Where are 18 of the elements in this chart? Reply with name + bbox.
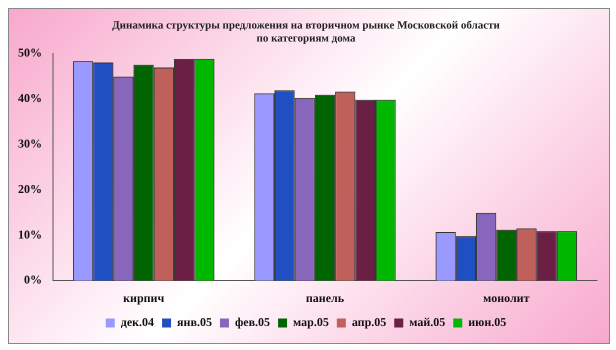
y-tick-label: 0% bbox=[24, 272, 42, 287]
legend-label: май.05 bbox=[409, 315, 446, 330]
chart-subtitle: по категориям дома bbox=[256, 32, 356, 45]
legend-label: мар.05 bbox=[293, 315, 329, 330]
y-tick-label: 40% bbox=[18, 90, 42, 105]
x-tick-label: монолит bbox=[483, 290, 530, 305]
y-tick-label: 10% bbox=[18, 227, 42, 242]
legend-label: июн.05 bbox=[468, 315, 506, 330]
legend-label: дек.04 bbox=[120, 315, 154, 330]
y-tick-label: 20% bbox=[18, 182, 42, 196]
x-tick-label: панель bbox=[306, 290, 345, 305]
chart-title: Динамика структуры предложения на вторичном рынке Московской области bbox=[112, 19, 501, 32]
legend-label: янв.05 bbox=[177, 315, 212, 330]
legend-label: фев.05 bbox=[234, 315, 270, 330]
x-tick-label: кирпич bbox=[123, 290, 164, 305]
legend-label: апр.05 bbox=[352, 315, 386, 330]
y-tick-label: 50% bbox=[18, 45, 42, 60]
y-tick-label: 30% bbox=[18, 136, 42, 150]
